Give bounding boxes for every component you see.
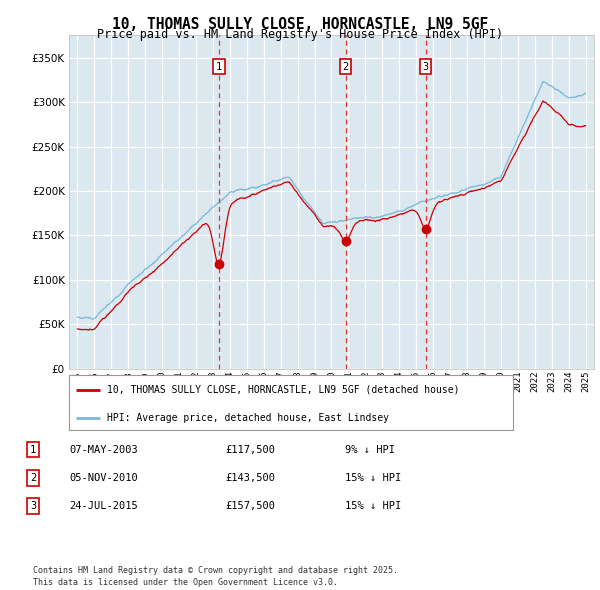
Text: 1: 1 [216,61,222,71]
Text: 07-MAY-2003: 07-MAY-2003 [69,445,138,454]
Text: 9% ↓ HPI: 9% ↓ HPI [345,445,395,454]
Text: Contains HM Land Registry data © Crown copyright and database right 2025.
This d: Contains HM Land Registry data © Crown c… [33,566,398,587]
Text: 05-NOV-2010: 05-NOV-2010 [69,473,138,483]
Text: £143,500: £143,500 [225,473,275,483]
Text: 10, THOMAS SULLY CLOSE, HORNCASTLE, LN9 5GF (detached house): 10, THOMAS SULLY CLOSE, HORNCASTLE, LN9 … [107,385,459,395]
Text: 3: 3 [422,61,429,71]
Text: HPI: Average price, detached house, East Lindsey: HPI: Average price, detached house, East… [107,412,389,422]
Text: 15% ↓ HPI: 15% ↓ HPI [345,502,401,511]
Text: 1: 1 [30,445,36,454]
Text: Price paid vs. HM Land Registry's House Price Index (HPI): Price paid vs. HM Land Registry's House … [97,28,503,41]
Text: 10, THOMAS SULLY CLOSE, HORNCASTLE, LN9 5GF: 10, THOMAS SULLY CLOSE, HORNCASTLE, LN9 … [112,17,488,31]
Text: 2: 2 [343,61,349,71]
Text: 24-JUL-2015: 24-JUL-2015 [69,502,138,511]
Text: 15% ↓ HPI: 15% ↓ HPI [345,473,401,483]
Text: £117,500: £117,500 [225,445,275,454]
Text: 2: 2 [30,473,36,483]
Text: £157,500: £157,500 [225,502,275,511]
Text: 3: 3 [30,502,36,511]
